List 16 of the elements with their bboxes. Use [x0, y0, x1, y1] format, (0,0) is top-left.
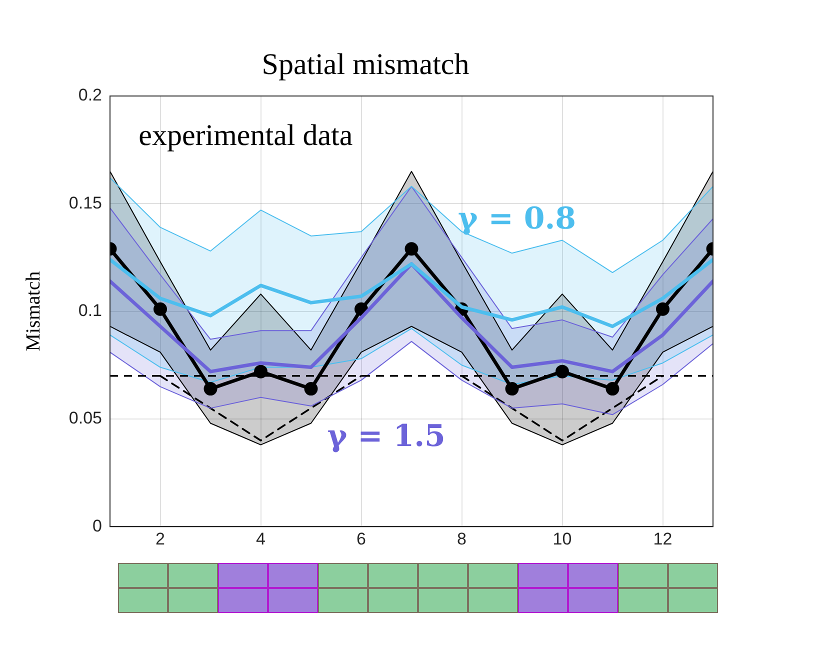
y-tick-label: 0.2	[78, 86, 102, 105]
text: experimental data	[138, 118, 353, 152]
x-tick-label: 8	[457, 529, 466, 548]
x-tick-label: 2	[156, 529, 165, 548]
chart-title: Spatial mismatch	[262, 48, 470, 81]
x-tick-label: 12	[653, 529, 672, 548]
y-tick-label: 0.15	[68, 193, 102, 212]
x-tick-label: 4	[256, 529, 266, 548]
y-axis-title: Mismatch	[22, 271, 44, 352]
x-tick-label: 10	[552, 529, 572, 548]
x-tick-label: 6	[356, 529, 366, 548]
series-label: γ = 1.5	[327, 419, 446, 454]
y-tick-label: 0	[92, 516, 102, 536]
series-label: γ = 0.8	[458, 202, 576, 237]
y-tick-label: 0.05	[68, 408, 102, 428]
y-tick-label: 0.1	[78, 300, 102, 320]
